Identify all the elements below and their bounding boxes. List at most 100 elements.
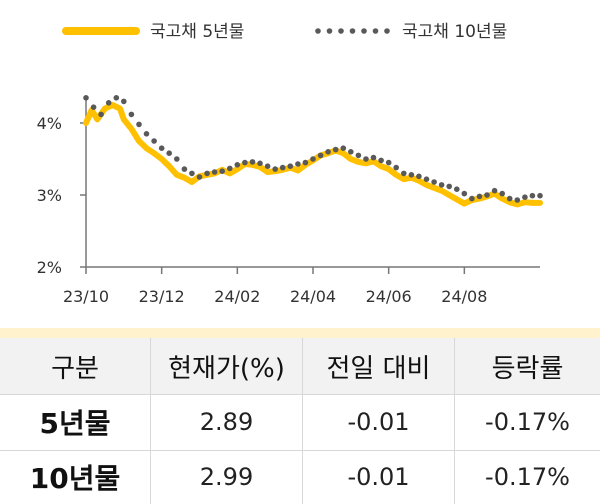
header-category: 구분 xyxy=(51,353,99,384)
yield-table: 구분 현재가(%) 전일 대비 등락률 5년물 2.89 -0.01 -0.17… xyxy=(0,328,600,504)
legend-dot-10y xyxy=(349,28,356,34)
series-point-10y xyxy=(340,145,347,151)
x-tick-label: 24/04 xyxy=(290,287,336,306)
table-row: 5년물 2.89 -0.01 -0.17% xyxy=(0,394,600,451)
series-point-10y xyxy=(143,131,150,137)
yield-line-chart: 국고채 5년물 국고채 10년물 2%3%4% 23/10 23/12 24/02 2… xyxy=(37,22,543,306)
x-tick-label: 24/02 xyxy=(214,287,260,306)
series-point-10y xyxy=(105,100,112,106)
series-point-10y xyxy=(189,170,195,177)
x-tick-label: 23/10 xyxy=(63,287,109,306)
series-point-10y xyxy=(128,111,135,118)
series-point-10y xyxy=(204,170,210,177)
series-point-10y xyxy=(279,164,286,171)
series-layer xyxy=(83,95,543,208)
row-label-10y: 10년물 xyxy=(29,462,121,495)
series-point-10y xyxy=(393,164,400,171)
table-row: 10년물 2.99 -0.01 -0.17% xyxy=(0,450,600,504)
series-point-10y xyxy=(514,197,521,203)
legend-dot-10y xyxy=(361,28,367,34)
legend-label-10y: 국고채 10년물 xyxy=(402,22,507,42)
series-point-10y xyxy=(302,159,309,166)
series-point-10y xyxy=(136,121,142,128)
series-point-10y xyxy=(348,149,354,155)
series-point-10y xyxy=(219,168,225,174)
series-point-10y xyxy=(196,174,203,180)
series-point-10y xyxy=(529,192,536,199)
series-point-10y xyxy=(461,190,468,197)
series-point-10y xyxy=(499,190,506,197)
series-point-10y xyxy=(363,156,369,162)
series-point-10y xyxy=(378,157,384,164)
series-point-10y xyxy=(401,170,407,177)
series-point-10y xyxy=(469,195,475,202)
series-point-10y xyxy=(317,152,324,159)
series-point-10y xyxy=(310,156,316,162)
series-point-10y xyxy=(476,193,483,200)
series-point-10y xyxy=(287,163,294,169)
series-point-10y xyxy=(506,195,513,202)
header-change: 전일 대비 xyxy=(302,338,454,394)
x-tick-label: 24/06 xyxy=(366,287,412,306)
series-point-10y xyxy=(325,149,331,155)
series-point-10y xyxy=(249,159,256,165)
series-point-10y xyxy=(90,104,97,110)
series-point-10y xyxy=(332,146,339,153)
series-point-10y xyxy=(423,176,430,182)
series-point-10y xyxy=(257,160,263,167)
series-point-10y xyxy=(211,169,218,175)
series-point-10y xyxy=(385,159,392,166)
series-point-10y xyxy=(446,183,453,190)
series-point-10y xyxy=(537,192,543,199)
row-rate-10y: -0.17% xyxy=(454,450,600,504)
header-rate: 등락률 xyxy=(454,338,600,394)
y-tick-label: 4% xyxy=(37,114,62,133)
series-point-10y xyxy=(295,161,301,167)
table-header-row: 구분 현재가(%) 전일 대비 등락률 xyxy=(0,338,600,395)
legend-dot-10y xyxy=(326,28,333,34)
series-point-10y xyxy=(264,163,271,169)
series-point-10y xyxy=(491,187,498,194)
series-line-5y xyxy=(83,102,543,208)
row-rate-5y: -0.17% xyxy=(454,394,600,450)
legend-swatch-10y xyxy=(315,28,390,34)
legend-label-5y: 국고채 5년물 xyxy=(150,22,244,42)
table-top-band xyxy=(0,328,600,338)
series-point-10y xyxy=(113,95,120,101)
series-point-10y xyxy=(355,152,362,159)
row-change-10y: -0.01 xyxy=(302,450,454,504)
series-point-10y xyxy=(484,192,490,198)
legend-dot-10y xyxy=(338,28,344,34)
x-tick-label: 24/08 xyxy=(441,287,487,306)
series-point-10y xyxy=(158,145,165,151)
series-point-10y xyxy=(98,111,104,118)
x-tick-label: 23/12 xyxy=(139,287,185,306)
series-point-10y xyxy=(522,194,528,200)
series-point-10y xyxy=(431,179,437,185)
series-point-10y xyxy=(408,172,415,178)
series-point-10y xyxy=(83,95,89,101)
y-tick-label: 2% xyxy=(37,258,62,277)
row-price-5y: 2.89 xyxy=(150,394,302,450)
series-point-10y xyxy=(438,182,445,188)
y-tick-label: 3% xyxy=(37,186,62,205)
series-point-10y xyxy=(227,165,233,172)
series-point-10y xyxy=(174,156,180,162)
row-price-10y: 2.99 xyxy=(150,450,302,504)
series-point-10y xyxy=(151,138,157,144)
series-point-10y xyxy=(181,166,188,172)
series-point-10y xyxy=(370,154,377,161)
series-point-10y xyxy=(166,150,172,156)
legend-dot-10y xyxy=(384,28,390,34)
series-point-10y xyxy=(272,166,279,172)
y-axis-ticks: 2% 3% 4% xyxy=(37,114,86,277)
row-change-5y: -0.01 xyxy=(302,394,454,450)
series-point-10y xyxy=(416,173,422,180)
header-price: 현재가(%) xyxy=(150,338,302,394)
series-point-10y xyxy=(234,162,241,168)
row-label-5y: 5년물 xyxy=(39,407,111,440)
x-axis-ticks: 23/10 23/12 24/02 24/04 24/06 24/08 xyxy=(63,267,487,306)
legend-dot-10y xyxy=(315,28,321,34)
series-point-10y xyxy=(454,186,460,192)
series-point-10y xyxy=(121,98,127,105)
